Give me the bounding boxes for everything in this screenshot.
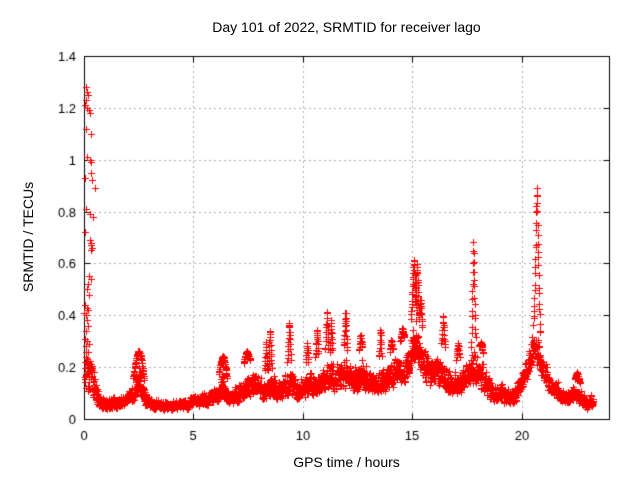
chart-title: Day 101 of 2022, SRMTID for receiver lag… [212,19,481,35]
x-axis-label: GPS time / hours [293,454,400,470]
y-axis-label: SRMTID / TECUs [20,181,36,293]
